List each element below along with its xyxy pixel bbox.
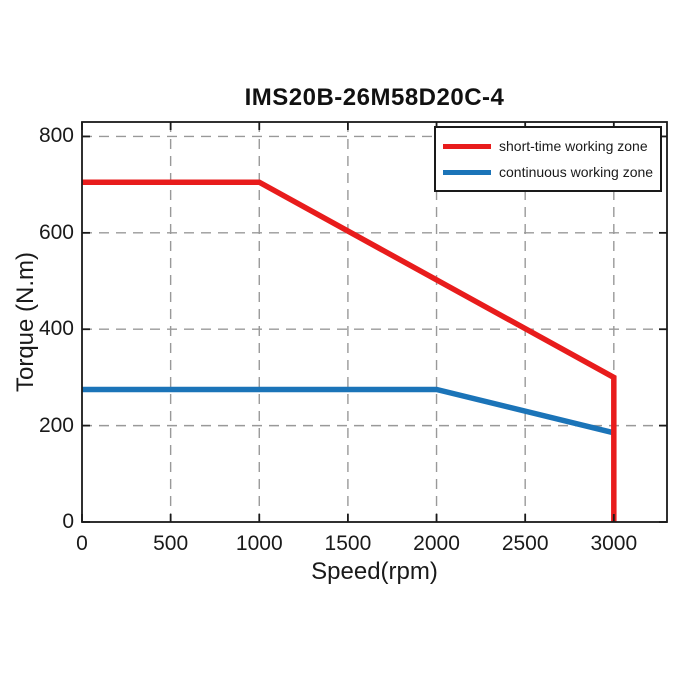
axes-box bbox=[81, 121, 668, 523]
legend-label-short-time: short-time working zone bbox=[499, 138, 648, 154]
x-tick-label: 2000 bbox=[413, 532, 460, 555]
legend-item-short-time: short-time working zone bbox=[443, 138, 660, 154]
x-tick-label: 1000 bbox=[235, 532, 283, 555]
legend: short-time working zone continuous worki… bbox=[434, 126, 662, 192]
y-tick-label: 400 bbox=[38, 317, 74, 341]
series-line-continuous bbox=[82, 386, 615, 436]
x-tick-label: 3000 bbox=[590, 532, 638, 555]
y-tick-label: 800 bbox=[38, 124, 74, 148]
x-tick-label: 0 bbox=[76, 532, 88, 555]
y-tick-label: 0 bbox=[62, 510, 74, 533]
legend-swatch-blue-line bbox=[443, 169, 491, 175]
y-tick-label: 200 bbox=[38, 413, 74, 437]
x-tick-label: 1500 bbox=[324, 532, 372, 555]
y-tick-label: 600 bbox=[38, 220, 74, 244]
legend-label-continuous: continuous working zone bbox=[499, 164, 654, 180]
x-tick-label: 2500 bbox=[501, 532, 549, 555]
legend-item-continuous: continuous working zone bbox=[443, 164, 660, 180]
series-line-short-time bbox=[82, 179, 617, 522]
chart-title: IMS20B-26M58D20C-4 bbox=[244, 84, 505, 111]
legend-swatch-red-line bbox=[443, 143, 491, 149]
x-tick-label: 500 bbox=[153, 532, 189, 555]
x-axis-label: Speed(rpm) bbox=[311, 558, 438, 585]
